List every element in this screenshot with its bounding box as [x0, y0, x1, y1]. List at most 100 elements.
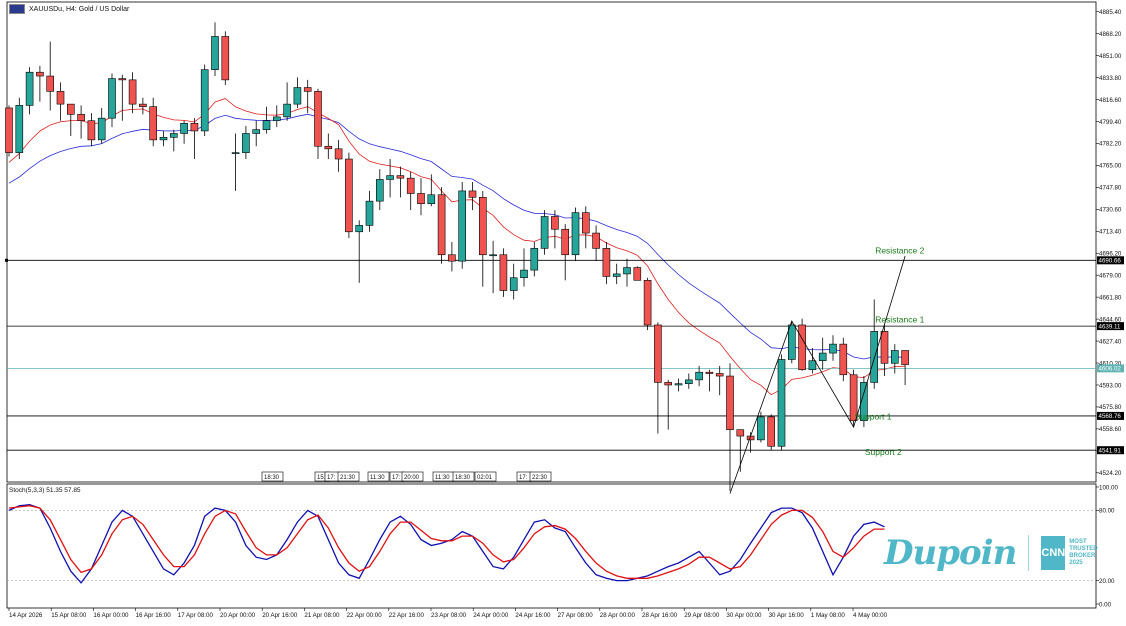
candle-body — [736, 429, 745, 437]
candle-body — [592, 232, 600, 249]
candle-body — [128, 79, 137, 105]
session-marker-label: 17: — [392, 475, 401, 481]
session-marker-box — [337, 471, 360, 482]
price-tick-label: 4644.60 — [1099, 316, 1122, 323]
price-level-tag — [1097, 411, 1124, 420]
price-tick-label: 4524.20 — [1099, 470, 1122, 477]
time-tick-label: 15 Apr 08:00 — [51, 612, 87, 619]
session-marker-box — [529, 471, 552, 482]
candle-body — [757, 416, 765, 441]
time-tick-label: 4 May 00:00 — [853, 612, 888, 619]
candle-body — [87, 120, 96, 141]
ema-blue-line — [8, 113, 906, 360]
candle-body — [499, 254, 508, 291]
price-level-tag — [1097, 256, 1124, 265]
candle-body — [860, 382, 868, 422]
session-marker-box — [474, 471, 497, 482]
level-anchor-dot — [5, 258, 8, 262]
candle-body — [849, 374, 858, 422]
session-marker-label: 11:30 — [370, 475, 385, 481]
candle-body — [118, 78, 127, 81]
candle-body — [242, 133, 250, 153]
candle-body — [324, 145, 333, 150]
dupoin-logo-text: Dupoin — [884, 533, 1017, 573]
candle-body — [901, 350, 909, 365]
stoch-tick-label: 100.00 — [1099, 484, 1118, 491]
candle-body — [375, 179, 384, 202]
candle-body — [468, 190, 477, 198]
candle-body — [448, 254, 456, 262]
time-tick-label: 30 Apr 00:00 — [726, 612, 762, 619]
candle-body — [870, 331, 879, 383]
price-tick-label: 4661.80 — [1099, 294, 1122, 301]
candle-body — [262, 120, 271, 130]
stochastic-label: Stoch(5,3,3) 51.35 57.85 — [9, 487, 81, 494]
cnn-badge-icon: CNN — [1041, 536, 1066, 570]
candle-body — [829, 343, 837, 354]
price-tick-label: 4627.40 — [1099, 338, 1122, 345]
time-tick-label: 20 Apr 16:00 — [262, 612, 298, 619]
candle-body — [396, 175, 405, 179]
price-tick-label: 4765.00 — [1099, 163, 1122, 170]
session-marker-label: 17: — [519, 475, 528, 481]
time-tick-label: 16 Apr 00:00 — [93, 612, 129, 619]
zigzag-pattern-line — [729, 255, 906, 494]
candle-body — [530, 248, 539, 271]
candle-body — [190, 122, 199, 132]
price-level-label: 4690.66 — [1099, 258, 1122, 265]
time-tick-label: 1 May 08:00 — [811, 612, 846, 619]
time-tick-label: 24 Apr 00:00 — [473, 612, 509, 619]
candle-body — [890, 350, 899, 364]
price-level-tag — [1097, 364, 1124, 373]
stoch-k-line — [8, 503, 885, 584]
candle-body — [180, 122, 188, 134]
candle-body — [880, 331, 889, 364]
stoch-tick-label: 20.00 — [1099, 578, 1115, 585]
session-marker-label: 22:30 — [532, 475, 548, 481]
session-marker-box — [261, 471, 284, 482]
session-marker-label: 20:00 — [404, 475, 420, 481]
candle-body — [520, 269, 528, 279]
level-annotation: Support 1 — [855, 411, 892, 421]
candle-body — [540, 216, 549, 249]
price-tick-label: 4679.00 — [1099, 272, 1122, 279]
candle-body — [808, 360, 817, 370]
candle-body — [345, 158, 353, 233]
price-tick-label: 4851.00 — [1099, 53, 1122, 60]
candle-body — [654, 324, 662, 383]
candle-body — [170, 133, 178, 138]
award-text: MOST TRUSTED BROKER 2025 — [1069, 539, 1098, 566]
price-level-label: 4606.02 — [1099, 366, 1122, 373]
time-tick-label: 24 Apr 16:00 — [515, 612, 551, 619]
price-tick-label: 4593.00 — [1099, 382, 1122, 389]
candle-body — [684, 379, 693, 385]
candle-body — [643, 279, 652, 326]
candle-body — [777, 359, 786, 447]
time-tick-label: 17 Apr 08:00 — [178, 612, 214, 619]
candle-body — [664, 382, 673, 386]
candle-body — [581, 212, 590, 234]
price-tick-label: 4713.40 — [1099, 229, 1122, 236]
price-tick-label: 4885.40 — [1099, 9, 1122, 16]
main-pane-frame — [6, 1, 1097, 483]
candle-body — [674, 383, 683, 386]
time-tick-label: 28 Apr 00:00 — [600, 612, 636, 619]
symbol-flag-icon — [9, 4, 25, 14]
time-tick-label: 21 Apr 08:00 — [304, 612, 340, 619]
candle-body — [139, 103, 147, 107]
candle-body — [272, 116, 281, 122]
candle-body — [77, 114, 85, 122]
candle-body — [633, 267, 642, 281]
candle-body — [159, 137, 168, 141]
candle-body — [67, 103, 75, 115]
price-tick-label: 4833.80 — [1099, 75, 1122, 82]
price-tick-label: 4696.20 — [1099, 251, 1122, 258]
price-tick-label: 4782.20 — [1099, 141, 1122, 148]
price-tick-label: 4747.80 — [1099, 185, 1122, 192]
candle-body — [818, 352, 827, 362]
level-annotation: Resistance 1 — [875, 314, 924, 324]
candle-body — [5, 107, 13, 153]
candle-body — [293, 87, 302, 105]
logo-divider — [1028, 535, 1030, 571]
